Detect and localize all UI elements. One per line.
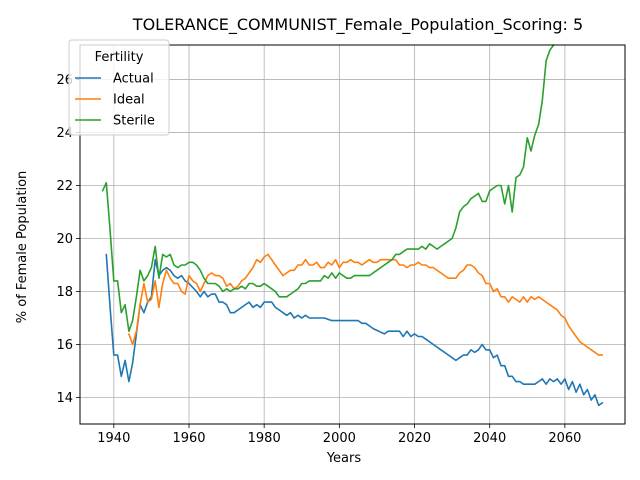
y-axis-label: % of Female Population: [15, 171, 30, 324]
legend-entries: Actual Ideal Sterile: [75, 72, 155, 129]
legend-box: [68, 39, 170, 136]
chart-title: TOLERANCE_COMMUNIST_Female_Population_Sc…: [132, 15, 583, 35]
legend-label-ideal: Ideal: [113, 93, 145, 108]
x-axis-ticks: 1940 1960 1980 2000 2020 2040 2060: [97, 424, 581, 446]
legend: Fertility Actual Ideal Sterile: [68, 39, 170, 136]
plot-area: [80, 45, 625, 424]
y-tick-label: 22: [56, 179, 73, 194]
x-tick-label: 2020: [398, 431, 431, 446]
x-axis-label: Years: [326, 451, 362, 466]
x-tick-label: 1940: [97, 431, 130, 446]
gridlines: [80, 45, 625, 424]
x-tick-label: 2060: [548, 431, 581, 446]
legend-title: Fertility: [95, 50, 144, 65]
series-line-actual: [105, 253, 604, 407]
x-tick-label: 2040: [473, 431, 506, 446]
y-tick-label: 14: [56, 391, 73, 406]
x-tick-label: 1960: [172, 431, 205, 446]
series-line-ideal: [128, 253, 604, 356]
y-tick-label: 16: [56, 338, 73, 353]
legend-label-sterile: Sterile: [113, 114, 155, 129]
legend-label-actual: Actual: [113, 72, 154, 87]
x-tick-label: 2000: [323, 431, 356, 446]
series-layer: [101, 44, 604, 407]
y-tick-label: 20: [56, 232, 73, 247]
plot-frame: [79, 44, 626, 425]
series-line-sterile: [101, 44, 555, 333]
x-tick-label: 1980: [248, 431, 281, 446]
y-tick-label: 18: [56, 285, 73, 300]
